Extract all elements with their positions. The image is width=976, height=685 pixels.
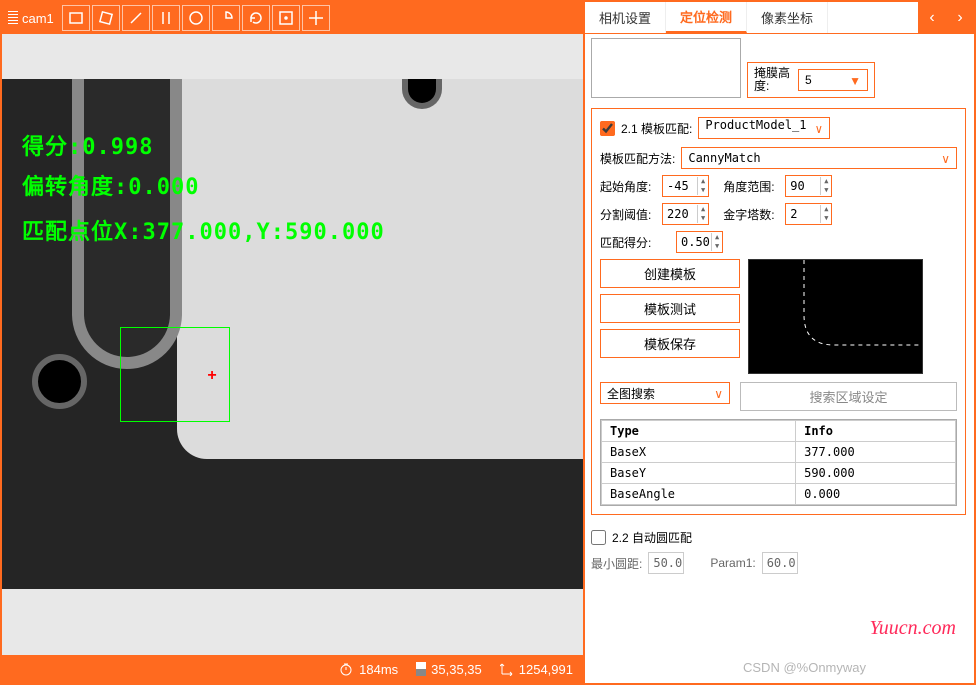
refresh-tool-icon[interactable]	[242, 5, 270, 31]
crosshair-tool-icon[interactable]	[302, 5, 330, 31]
rotate-rect-tool-icon[interactable]	[92, 5, 120, 31]
grip-icon	[8, 11, 18, 25]
circle-params-row: 最小圆距: 50.0 Param1: 60.0	[591, 550, 966, 576]
fit-tool-icon[interactable]	[272, 5, 300, 31]
min-radius-label: 最小圆距:	[591, 555, 642, 572]
status-time: 184ms	[338, 661, 398, 677]
match-crosshair-icon: +	[207, 367, 216, 385]
section-template-match: 2.1 模板匹配: ProductModel_1∨ 模板匹配方法: CannyM…	[591, 108, 966, 515]
param1-input[interactable]: 60.0	[762, 552, 798, 574]
start-angle-input[interactable]: -45▲▼	[662, 175, 709, 197]
param1-label: Param1:	[710, 556, 755, 570]
settings-scroll[interactable]: 掩膜高度: 5▼ 2.1 模板匹配: ProductModel_1∨ 模板匹配方…	[585, 34, 974, 683]
settings-panel: 相机设置 定位检测 像素坐标 ‹ › 掩膜高度: 5▼ 2.1 模板匹配: Pr…	[585, 0, 976, 685]
table-row: BaseAngle0.000	[602, 484, 956, 505]
section-title: 2.1 模板匹配:	[621, 120, 692, 137]
threshold-input[interactable]: 220▲▼	[662, 203, 709, 225]
auto-circle-checkbox[interactable]	[591, 530, 606, 545]
section-auto-circle: 2.2 自动圆匹配	[591, 525, 966, 550]
template-preview	[748, 259, 923, 374]
save-template-button[interactable]: 模板保存	[600, 329, 740, 358]
template-match-checkbox[interactable]	[600, 121, 615, 136]
circle-tool-icon[interactable]	[182, 5, 210, 31]
tab-prev-icon[interactable]: ‹	[918, 2, 946, 33]
col-info: Info	[796, 421, 956, 442]
search-mode-select[interactable]: 全图搜索∨	[600, 382, 730, 404]
mask-height-control: 掩膜高度: 5▼	[747, 62, 875, 98]
auto-circle-label: 2.2 自动圆匹配	[612, 529, 692, 546]
mini-preview[interactable]	[591, 38, 741, 98]
threshold-label: 分割阈值:	[600, 206, 656, 223]
angle-range-input[interactable]: 90▲▼	[785, 175, 832, 197]
camera-name: cam1	[22, 11, 54, 26]
mask-height-label: 掩膜高度:	[754, 67, 794, 93]
status-color: 35,35,35	[416, 662, 482, 677]
tab-next-icon[interactable]: ›	[946, 2, 974, 33]
image-viewer-panel: cam1 得分:0.998 偏转角度:0.000 匹配点位X:377.000,Y…	[0, 0, 585, 685]
start-angle-label: 起始角度:	[600, 178, 656, 195]
model-select[interactable]: ProductModel_1∨	[698, 117, 829, 139]
col-type: Type	[602, 421, 796, 442]
line-tool-icon[interactable]	[122, 5, 150, 31]
rect-tool-icon[interactable]	[62, 5, 90, 31]
min-radius-input[interactable]: 50.0	[648, 552, 684, 574]
pyramid-input[interactable]: 2▲▼	[785, 203, 832, 225]
angle-range-label: 角度范围:	[723, 178, 779, 195]
method-label: 模板匹配方法:	[600, 150, 675, 167]
watermark-csdn: CSDN @%Onmyway	[743, 660, 866, 675]
tab-bar: 相机设置 定位检测 像素坐标 ‹ ›	[585, 2, 974, 34]
tab-camera-settings[interactable]: 相机设置	[585, 2, 666, 33]
tab-pixel-coords[interactable]: 像素坐标	[747, 2, 828, 33]
watermark-yuucn: Yuucn.com	[870, 617, 956, 640]
overlay-match: 匹配点位X:377.000,Y:590.000	[22, 214, 385, 246]
result-table[interactable]: TypeInfo BaseX377.000 BaseY590.000 BaseA…	[600, 419, 957, 506]
table-row: BaseY590.000	[602, 463, 956, 484]
status-bar: 184ms 35,35,35 1254,991	[2, 655, 583, 683]
test-template-button[interactable]: 模板测试	[600, 294, 740, 323]
pie-tool-icon[interactable]	[212, 5, 240, 31]
match-score-label: 匹配得分:	[600, 234, 670, 251]
mask-height-select[interactable]: 5▼	[798, 69, 868, 91]
overlay-score: 得分:0.998	[22, 129, 153, 161]
pyramid-label: 金字塔数:	[723, 206, 779, 223]
image-toolbar: cam1	[2, 2, 583, 34]
tab-locate-detect[interactable]: 定位检测	[666, 2, 747, 33]
double-bar-tool-icon[interactable]	[152, 5, 180, 31]
image-canvas[interactable]: 得分:0.998 偏转角度:0.000 匹配点位X:377.000,Y:590.…	[2, 34, 583, 655]
search-region-button[interactable]: 搜索区域设定	[740, 382, 957, 411]
table-row: BaseX377.000	[602, 442, 956, 463]
camera-label: cam1	[8, 11, 54, 26]
status-coords: 1254,991	[500, 662, 573, 677]
method-select[interactable]: CannyMatch∨	[681, 147, 957, 169]
match-score-input[interactable]: 0.50▲▼	[676, 231, 723, 253]
overlay-angle: 偏转角度:0.000	[22, 169, 199, 201]
create-template-button[interactable]: 创建模板	[600, 259, 740, 288]
